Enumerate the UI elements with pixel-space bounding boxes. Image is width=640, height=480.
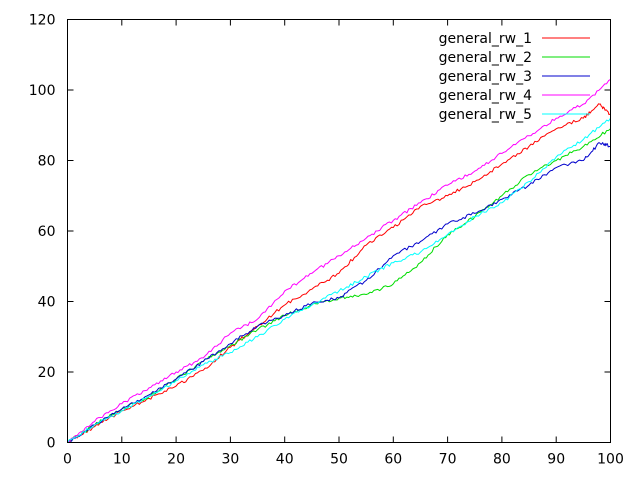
series-layer	[67, 78, 611, 443]
y-tick-label: 60	[38, 224, 56, 240]
y-tick-label: 100	[29, 83, 56, 99]
ticks-layer	[67, 19, 611, 443]
x-tick-label: 100	[597, 452, 624, 468]
legend-label-4: general_rw_4	[439, 88, 532, 104]
x-tick-label: 80	[493, 452, 511, 468]
y-tick-label: 80	[38, 154, 56, 170]
y-tick-label: 120	[29, 13, 56, 29]
x-tick-label: 10	[113, 452, 131, 468]
x-tick-label: 40	[276, 452, 294, 468]
x-tick-label: 0	[63, 452, 72, 468]
x-tick-label: 60	[384, 452, 402, 468]
legend-label-5: general_rw_5	[439, 107, 532, 123]
y-tick-label: 40	[38, 295, 56, 311]
x-tick-label: 30	[221, 452, 239, 468]
legend-label-1: general_rw_1	[439, 31, 532, 47]
x-tick-label: 50	[330, 452, 348, 468]
tick-labels-layer: 0 10 20 30 40 50 60 70 80 90 100 0 20 40 60 80 100 120	[29, 13, 624, 468]
x-tick-label: 20	[167, 452, 185, 468]
x-tick-label: 90	[547, 452, 565, 468]
series-line-3	[67, 142, 611, 443]
legend: general_rw_1 general_rw_2 general_rw_3gene…	[439, 31, 590, 123]
y-tick-label: 0	[47, 436, 56, 452]
legend-label-3: general_rw_3	[439, 69, 532, 85]
series-line-4	[67, 78, 611, 443]
x-tick-label: 70	[439, 452, 457, 468]
series-line-5	[67, 117, 611, 443]
legend-label-2: general_rw_2	[439, 50, 532, 66]
y-tick-label: 20	[38, 365, 56, 381]
series-line-1	[67, 103, 611, 443]
